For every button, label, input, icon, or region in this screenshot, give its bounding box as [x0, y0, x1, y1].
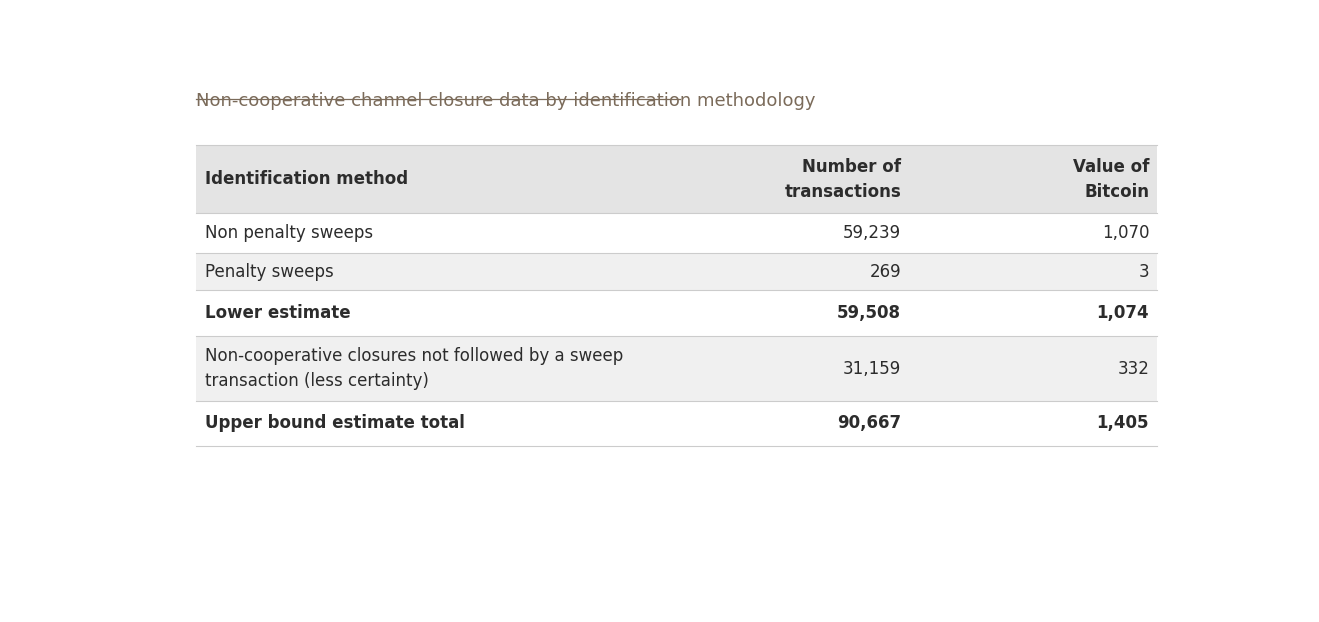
Bar: [197, 213, 1157, 253]
Text: Identification method: Identification method: [206, 170, 409, 188]
Text: Number of
transactions: Number of transactions: [785, 158, 901, 201]
Text: Non penalty sweeps: Non penalty sweeps: [206, 225, 373, 242]
Text: Penalty sweeps: Penalty sweeps: [206, 262, 334, 281]
Text: Non-cooperative channel closure data by identification methodology: Non-cooperative channel closure data by …: [197, 91, 815, 109]
Text: 31,159: 31,159: [843, 360, 901, 378]
Text: Lower estimate: Lower estimate: [206, 304, 351, 322]
Text: 90,667: 90,667: [838, 414, 901, 432]
Bar: [197, 401, 1157, 446]
Bar: [197, 253, 1157, 290]
Text: 59,508: 59,508: [838, 304, 901, 322]
Text: 59,239: 59,239: [843, 225, 901, 242]
Text: 3: 3: [1138, 262, 1149, 281]
Text: 1,074: 1,074: [1096, 304, 1149, 322]
Text: 332: 332: [1117, 360, 1149, 378]
Text: 1,405: 1,405: [1096, 414, 1149, 432]
Text: 269: 269: [869, 262, 901, 281]
Text: Value of
Bitcoin: Value of Bitcoin: [1072, 158, 1149, 201]
Text: 1,070: 1,070: [1101, 225, 1149, 242]
Text: Upper bound estimate total: Upper bound estimate total: [206, 414, 466, 432]
Text: Non-cooperative closures not followed by a sweep
transaction (less certainty): Non-cooperative closures not followed by…: [206, 347, 624, 390]
Bar: [197, 146, 1157, 213]
Bar: [197, 290, 1157, 337]
Bar: [197, 337, 1157, 401]
